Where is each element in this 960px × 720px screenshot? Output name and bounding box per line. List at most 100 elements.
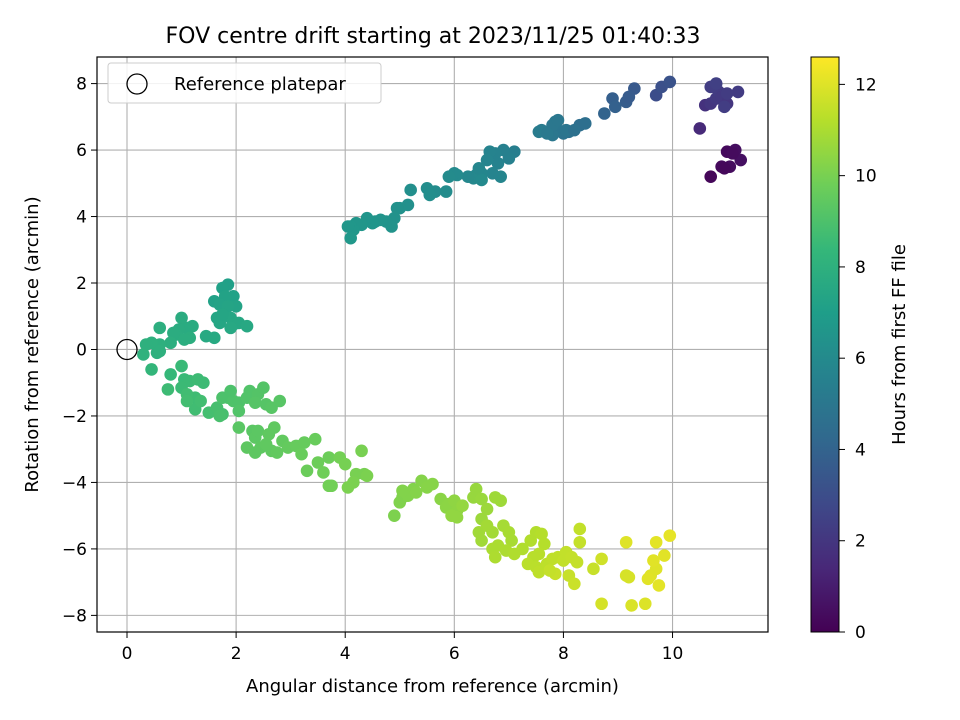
scatter-point xyxy=(145,363,158,376)
scatter-point xyxy=(649,535,663,549)
scatter-point xyxy=(355,444,368,458)
scatter-point xyxy=(475,534,488,547)
scatter-point xyxy=(177,333,191,346)
scatter-point xyxy=(341,220,355,233)
colorbar-tick-label: 0 xyxy=(855,623,866,643)
scatter-point xyxy=(259,437,273,451)
scatter-point xyxy=(232,421,246,434)
scatter-point xyxy=(638,597,652,611)
scatter-point xyxy=(540,127,554,140)
scatter-point xyxy=(647,554,660,567)
y-tick-label: 4 xyxy=(76,208,87,228)
scatter-point xyxy=(267,421,281,434)
scatter-point xyxy=(224,384,237,398)
scatter-point xyxy=(295,447,308,461)
scatter-point xyxy=(598,107,611,120)
scatter-point xyxy=(693,122,707,135)
scatter-point xyxy=(388,509,401,522)
scatter-point xyxy=(573,522,587,536)
scatter-point xyxy=(153,344,167,358)
scatter-point xyxy=(543,564,557,577)
colorbar-label: Hours from first FF file xyxy=(889,244,910,445)
scatter-point xyxy=(311,456,325,469)
scatter-point xyxy=(167,326,180,340)
legend-marker-icon xyxy=(126,73,148,95)
scatter-point xyxy=(595,552,608,566)
scatter-point xyxy=(720,87,734,100)
reference-marker-group xyxy=(116,338,138,361)
x-axis-label: Angular distance from reference (arcmin) xyxy=(246,676,619,697)
scatter-point xyxy=(622,570,636,584)
scatter-point xyxy=(516,542,529,556)
scatter-point xyxy=(491,157,505,170)
grid-lines xyxy=(97,57,768,632)
scatter-point xyxy=(709,77,723,90)
y-tick-label: 8 xyxy=(76,75,87,95)
scatter-point xyxy=(608,100,622,114)
scatter-point xyxy=(663,75,677,89)
colorbar-tick-label: 4 xyxy=(855,440,866,460)
x-tick-label: 8 xyxy=(558,644,569,664)
scatter-point xyxy=(456,499,469,512)
scatter-point xyxy=(461,170,475,183)
scatter-point xyxy=(175,311,188,325)
scatter-point xyxy=(450,511,464,524)
scatter-point xyxy=(390,201,404,215)
scatter-point xyxy=(341,481,355,494)
scatter-point xyxy=(472,162,486,175)
scatter-point xyxy=(273,394,287,408)
scatter-point xyxy=(161,383,175,396)
scatter-point xyxy=(488,550,502,564)
scatter-point xyxy=(718,162,731,175)
scatter-point xyxy=(475,492,488,506)
scatter-point xyxy=(180,394,194,408)
scatter-point xyxy=(641,572,655,586)
scatter-point xyxy=(573,535,587,549)
reference-marker xyxy=(116,338,138,361)
y-tick-label: 2 xyxy=(76,274,87,294)
x-tick-label: 10 xyxy=(662,644,684,664)
scatter-point xyxy=(480,502,494,516)
scatter-points xyxy=(137,75,748,612)
scatter-point xyxy=(199,329,213,343)
scatter-point xyxy=(248,396,262,409)
scatter-point xyxy=(409,486,423,499)
scatter-point xyxy=(216,308,229,321)
colorbar-gradient xyxy=(810,56,840,633)
scatter-point xyxy=(251,424,265,438)
scatter-point xyxy=(322,451,336,464)
y-tick-label: 0 xyxy=(76,340,87,360)
scatter-point xyxy=(622,90,636,104)
scatter-point xyxy=(486,525,499,539)
scatter-point xyxy=(344,231,357,245)
scatter-point xyxy=(568,577,581,591)
y-tick-label: 6 xyxy=(76,141,87,161)
scatter-point xyxy=(652,579,666,592)
scatter-point xyxy=(404,183,417,197)
scatter-point xyxy=(587,562,600,576)
x-tick-label: 6 xyxy=(449,644,460,664)
scatter-point xyxy=(704,170,718,183)
scatter-point xyxy=(475,173,488,187)
scatter-point xyxy=(338,457,352,471)
plot-frame xyxy=(96,56,769,633)
scatter-point xyxy=(308,432,322,446)
scatter-point xyxy=(570,555,584,569)
scatter-point xyxy=(726,147,739,160)
scatter-point xyxy=(663,529,677,542)
colorbar-tick-label: 12 xyxy=(855,75,877,95)
y-tick-label: −4 xyxy=(62,473,87,493)
scatter-point xyxy=(137,348,150,361)
scatter-point xyxy=(505,534,518,547)
scatter-point xyxy=(360,469,374,483)
scatter-point xyxy=(139,338,153,351)
colorbar: 0 2 4 6 8 10 12 Hours from first FF file xyxy=(810,56,910,643)
colorbar-tick-label: 10 xyxy=(855,167,877,187)
scatter-point xyxy=(270,446,284,459)
scatter-point xyxy=(426,477,439,491)
scatter-point xyxy=(194,394,207,408)
legend-label: Reference platepar xyxy=(174,74,346,95)
scatter-point xyxy=(164,336,177,350)
scatter-point xyxy=(658,549,671,562)
